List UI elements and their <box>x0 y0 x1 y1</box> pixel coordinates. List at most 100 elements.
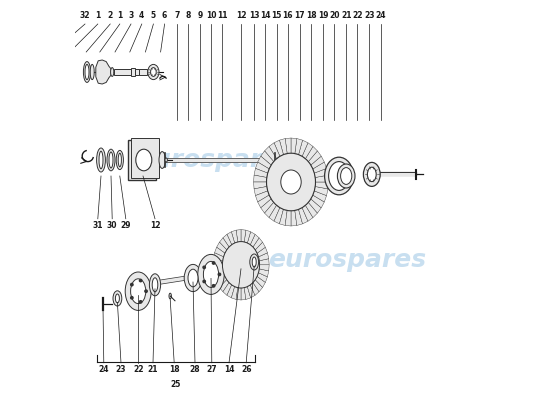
Text: 16: 16 <box>283 12 293 20</box>
Polygon shape <box>265 202 277 218</box>
Polygon shape <box>241 288 246 300</box>
Polygon shape <box>258 156 271 169</box>
Polygon shape <box>248 285 255 298</box>
Ellipse shape <box>125 272 151 310</box>
Polygon shape <box>261 199 274 213</box>
Polygon shape <box>313 191 327 202</box>
Bar <box>139 69 147 75</box>
Text: 29: 29 <box>120 222 131 230</box>
Polygon shape <box>250 234 259 247</box>
Text: 10: 10 <box>206 12 216 20</box>
Polygon shape <box>305 202 317 218</box>
Text: 18: 18 <box>169 366 179 374</box>
Ellipse shape <box>367 167 376 182</box>
Polygon shape <box>302 143 313 159</box>
Polygon shape <box>248 232 255 245</box>
Ellipse shape <box>340 168 352 184</box>
Ellipse shape <box>159 152 166 168</box>
Ellipse shape <box>136 149 152 171</box>
Ellipse shape <box>130 279 146 304</box>
Text: 1: 1 <box>117 12 123 20</box>
Text: 4: 4 <box>139 12 145 20</box>
Text: 14: 14 <box>224 366 234 374</box>
Text: 20: 20 <box>329 12 339 20</box>
Polygon shape <box>274 140 283 156</box>
Text: eurospares: eurospares <box>136 148 294 172</box>
Bar <box>135 69 139 75</box>
Text: 23: 23 <box>116 366 127 374</box>
Circle shape <box>212 262 215 264</box>
Polygon shape <box>254 175 267 182</box>
Polygon shape <box>305 146 317 162</box>
Ellipse shape <box>85 64 89 80</box>
Polygon shape <box>258 253 269 261</box>
Ellipse shape <box>116 150 123 170</box>
Polygon shape <box>257 273 267 282</box>
Text: 12: 12 <box>236 12 246 20</box>
Ellipse shape <box>148 64 159 80</box>
Polygon shape <box>309 199 321 213</box>
Polygon shape <box>96 60 111 84</box>
Ellipse shape <box>151 68 156 76</box>
Text: 24: 24 <box>375 12 386 20</box>
Ellipse shape <box>364 162 380 186</box>
Polygon shape <box>213 253 223 261</box>
Polygon shape <box>217 242 227 253</box>
Ellipse shape <box>198 254 224 294</box>
Polygon shape <box>314 168 328 178</box>
Text: 18: 18 <box>306 12 316 20</box>
Polygon shape <box>232 287 238 300</box>
Polygon shape <box>236 230 241 242</box>
Polygon shape <box>259 259 269 265</box>
Polygon shape <box>241 230 246 242</box>
Polygon shape <box>314 186 328 196</box>
Polygon shape <box>255 162 269 173</box>
Ellipse shape <box>324 157 354 195</box>
Text: 2: 2 <box>108 12 113 20</box>
Polygon shape <box>213 269 223 277</box>
Polygon shape <box>253 238 262 250</box>
Text: 5: 5 <box>151 12 156 20</box>
Ellipse shape <box>250 254 258 270</box>
Polygon shape <box>255 276 266 288</box>
Polygon shape <box>299 140 308 156</box>
Polygon shape <box>315 175 328 182</box>
Text: 6: 6 <box>162 12 167 20</box>
Polygon shape <box>213 259 223 265</box>
Polygon shape <box>213 265 223 271</box>
Text: 21: 21 <box>148 366 158 374</box>
Polygon shape <box>255 191 269 202</box>
Text: 22: 22 <box>133 366 144 374</box>
Text: 27: 27 <box>206 366 217 374</box>
Ellipse shape <box>188 269 198 287</box>
Polygon shape <box>311 195 324 208</box>
FancyBboxPatch shape <box>131 138 158 178</box>
Ellipse shape <box>84 62 91 82</box>
Text: 15: 15 <box>271 12 282 20</box>
Polygon shape <box>223 282 232 295</box>
Text: 11: 11 <box>217 12 228 20</box>
Text: 9: 9 <box>197 12 202 20</box>
Ellipse shape <box>222 242 260 288</box>
Text: 25: 25 <box>170 380 181 389</box>
Polygon shape <box>299 208 308 224</box>
Ellipse shape <box>328 162 349 190</box>
Polygon shape <box>269 205 280 221</box>
Polygon shape <box>311 156 324 169</box>
Circle shape <box>131 284 133 286</box>
Text: 28: 28 <box>190 366 200 374</box>
Ellipse shape <box>150 274 161 296</box>
Ellipse shape <box>281 170 301 194</box>
Ellipse shape <box>204 262 218 287</box>
Text: 22: 22 <box>352 12 362 20</box>
Text: 17: 17 <box>294 12 305 20</box>
Polygon shape <box>244 287 251 300</box>
Polygon shape <box>217 276 227 288</box>
Text: 14: 14 <box>260 12 271 20</box>
Circle shape <box>203 280 205 283</box>
Polygon shape <box>295 209 302 226</box>
Ellipse shape <box>152 278 158 292</box>
Polygon shape <box>274 208 283 224</box>
Polygon shape <box>285 138 291 154</box>
Polygon shape <box>315 182 328 189</box>
